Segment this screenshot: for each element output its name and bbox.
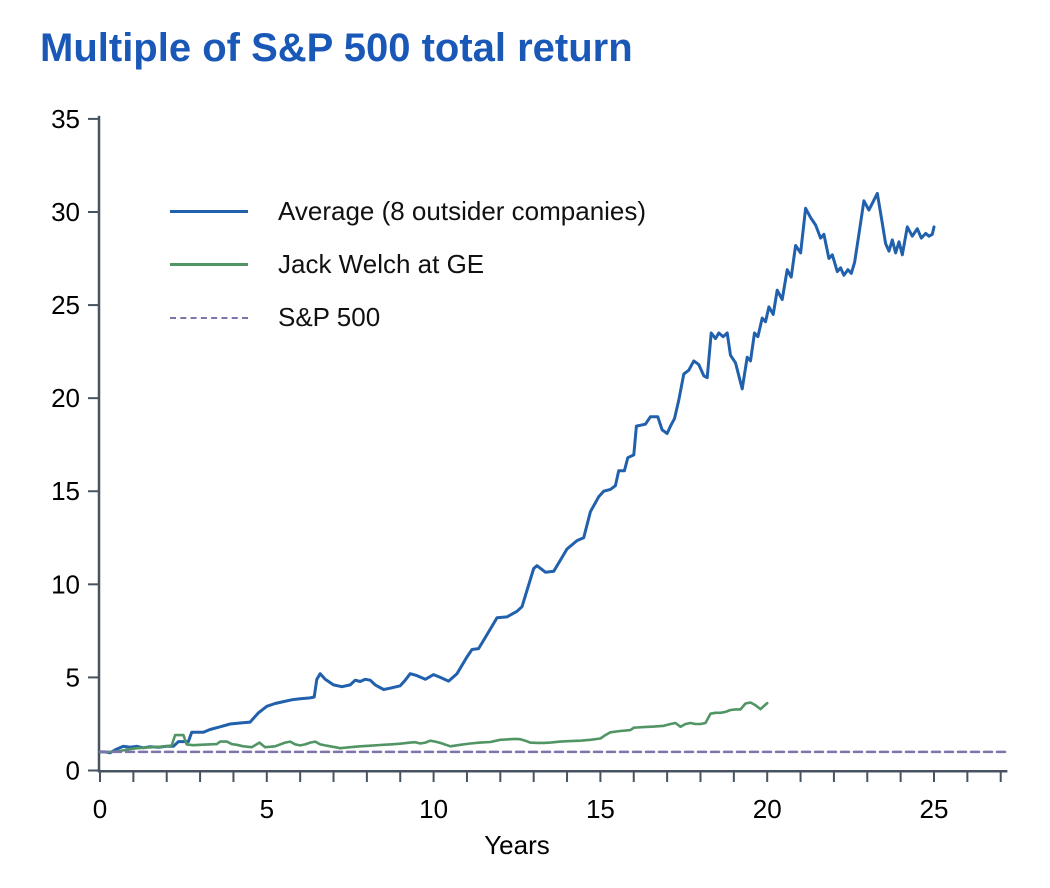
y-tick-label: 15 — [51, 476, 80, 506]
y-tick-label: 10 — [51, 569, 80, 599]
y-tick-label: 20 — [51, 383, 80, 413]
y-tick-label: 35 — [51, 104, 80, 134]
y-tick-label: 5 — [66, 662, 80, 692]
y-tick-label: 25 — [51, 290, 80, 320]
legend-line-sample-sp500 — [170, 316, 248, 319]
y-tick-label: 0 — [66, 756, 80, 786]
x-tick-label: 20 — [753, 794, 782, 824]
legend-label-ge: Jack Welch at GE — [278, 249, 485, 279]
x-tick-label: 25 — [920, 794, 949, 824]
legend-item-average: Average (8 outsider companies) — [170, 185, 646, 238]
legend-line-sample-average — [170, 210, 248, 213]
legend: Average (8 outsider companies) Jack Welc… — [170, 185, 646, 344]
x-tick-label: 10 — [419, 794, 448, 824]
series-line-ge — [98, 701, 769, 754]
legend-line-sample-ge — [170, 263, 248, 266]
x-tick-label: 5 — [260, 794, 274, 824]
legend-label-average: Average (8 outsider companies) — [278, 196, 647, 226]
legend-item-ge: Jack Welch at GE — [170, 238, 646, 291]
x-tick-label: 15 — [586, 794, 615, 824]
y-tick-label: 30 — [51, 197, 80, 227]
x-tick-label: 0 — [93, 794, 107, 824]
legend-item-sp500: S&P 500 — [170, 291, 646, 344]
chart-title: Multiple of S&P 500 total return — [40, 26, 633, 70]
x-axis-title: Years — [484, 830, 550, 860]
legend-label-sp500: S&P 500 — [278, 302, 381, 332]
series-line-average — [98, 191, 936, 755]
